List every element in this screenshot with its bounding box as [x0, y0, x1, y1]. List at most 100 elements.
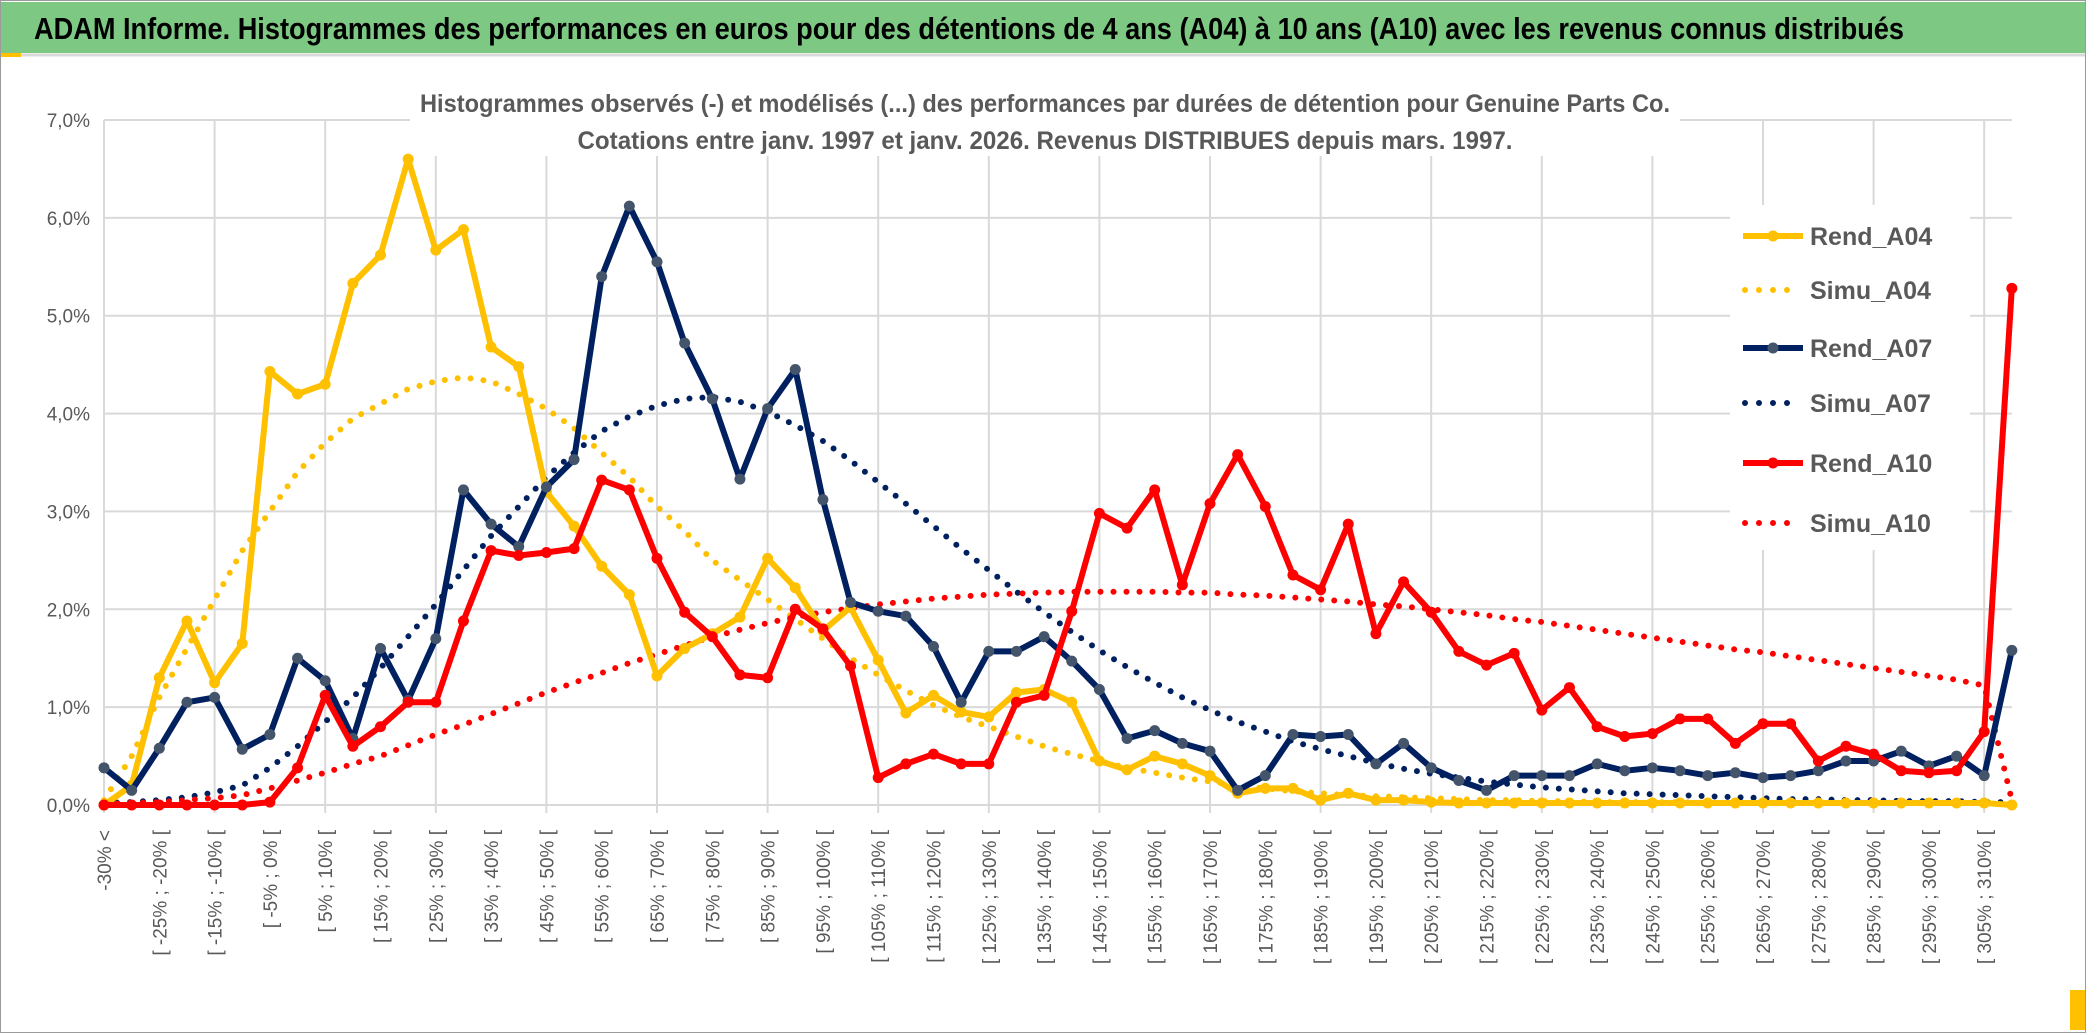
- data-point: [126, 799, 138, 811]
- y-tick-label: 5,0%: [47, 307, 90, 328]
- data-point: [347, 277, 359, 289]
- data-point: [845, 660, 857, 672]
- x-tick-label: [ 5% ; 10% [: [316, 829, 337, 932]
- data-point: [1370, 794, 1382, 806]
- x-tick-label: [ 65% ; 70% [: [648, 829, 669, 943]
- data-point: [706, 631, 718, 643]
- header-accent: [1, 53, 21, 57]
- data-point: [1315, 584, 1327, 596]
- series-simu-a04: [101, 374, 2015, 806]
- x-tick-label: [ 25% ; 30% [: [427, 829, 448, 943]
- legend-item: Rend_A10: [1743, 450, 1932, 478]
- data-point: [596, 271, 608, 283]
- data-point: [706, 393, 718, 405]
- x-tick-label: [ 195% ; 200% [: [1367, 829, 1388, 964]
- data-point: [513, 541, 525, 553]
- data-point: [1232, 449, 1244, 461]
- series-line: [104, 288, 2015, 808]
- data-point: [679, 606, 691, 618]
- data-point: [402, 696, 414, 708]
- series-line: [102, 203, 2015, 794]
- data-point: [1674, 765, 1686, 777]
- data-point: [1398, 576, 1410, 588]
- data-point: [1425, 606, 1437, 618]
- data-point: [1259, 770, 1271, 782]
- x-tick-label: [ 55% ; 60% [: [593, 829, 614, 943]
- data-point: [1425, 796, 1437, 808]
- data-point: [1066, 655, 1078, 667]
- data-point: [1978, 726, 1990, 738]
- data-point: [872, 772, 884, 784]
- data-point: [1646, 728, 1658, 740]
- data-point: [1757, 797, 1769, 809]
- legend-marker: [1767, 230, 1779, 242]
- data-point: [430, 696, 442, 708]
- data-point: [900, 707, 912, 719]
- data-point: [1729, 797, 1741, 809]
- series-line: [101, 588, 2015, 807]
- data-point: [540, 547, 552, 559]
- y-tick-label: 6,0%: [47, 209, 90, 230]
- data-point: [789, 603, 801, 615]
- data-point: [1951, 750, 1963, 762]
- data-point: [1204, 745, 1216, 757]
- data-point: [209, 677, 221, 689]
- data-point: [98, 762, 110, 774]
- y-tick-label: 2,0%: [47, 600, 90, 621]
- data-point: [1010, 645, 1022, 657]
- data-point: [1619, 765, 1631, 777]
- data-point: [1204, 498, 1216, 510]
- data-point: [1895, 765, 1907, 777]
- legend-item: Rend_A04: [1743, 223, 1932, 251]
- data-point: [1674, 713, 1686, 725]
- data-point: [292, 388, 304, 400]
- data-point: [1425, 762, 1437, 774]
- header-bar: [1, 2, 2085, 53]
- data-point: [1093, 507, 1105, 519]
- data-point: [1370, 758, 1382, 770]
- data-point: [955, 706, 967, 718]
- x-tick-label: [ 205% ; 210% [: [1422, 829, 1443, 964]
- x-axis-ticks: -30% < [ -25% ; -20% [[ -15% ; -10% [[ -5…: [95, 829, 1996, 964]
- x-tick-label: [ 175% ; 180% [: [1256, 829, 1277, 964]
- data-point: [1729, 767, 1741, 779]
- y-axis-ticks: 0,0% 1,0% 2,0% 3,0% 4,0% 5,0% 6,0% 7,0%: [47, 111, 90, 817]
- chart-title-line2: Cotations entre janv. 1997 et janv. 2026…: [578, 127, 1513, 155]
- data-point: [1149, 725, 1161, 737]
- data-point: [375, 249, 386, 261]
- data-point: [430, 244, 442, 256]
- data-point: [1619, 797, 1631, 809]
- data-point: [983, 711, 995, 723]
- data-point: [955, 696, 967, 708]
- data-point: [1121, 764, 1133, 776]
- data-point: [181, 696, 193, 708]
- data-point: [1259, 782, 1271, 794]
- data-point: [955, 758, 967, 770]
- x-tick-label: [ 165% ; 170% [: [1201, 829, 1222, 964]
- data-point: [1563, 682, 1575, 694]
- data-point: [789, 364, 801, 376]
- x-tick-label: [ 125% ; 130% [: [980, 829, 1001, 964]
- data-point: [264, 796, 276, 808]
- data-point: [375, 721, 386, 733]
- data-point: [1591, 758, 1603, 770]
- x-tick-label: [ 185% ; 190% [: [1312, 829, 1333, 964]
- data-point: [1895, 797, 1907, 809]
- data-point: [1453, 645, 1465, 657]
- data-point: [762, 403, 774, 415]
- data-point: [1010, 686, 1022, 698]
- x-tick-label: [ 225% ; 230% [: [1533, 829, 1554, 964]
- data-point: [983, 645, 995, 657]
- x-tick-label: [ 95% ; 100% [: [814, 829, 835, 953]
- header-title: ADAM Informe. Histogrammes des performan…: [34, 11, 1904, 46]
- data-point: [1204, 770, 1216, 782]
- series-line: [102, 156, 2013, 808]
- data-point: [1481, 659, 1492, 671]
- legend-background: [1730, 205, 1970, 550]
- data-point: [540, 481, 552, 493]
- data-point: [1785, 797, 1797, 809]
- data-point: [2006, 282, 2018, 294]
- data-point: [1093, 755, 1105, 767]
- x-tick-label: [ 295% ; 300% [: [1920, 829, 1941, 964]
